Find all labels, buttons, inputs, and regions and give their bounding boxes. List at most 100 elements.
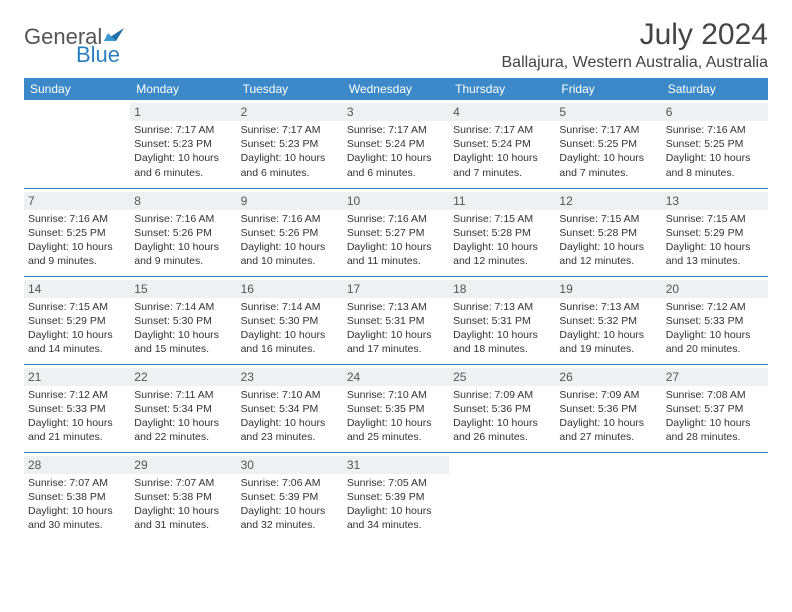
calendar-cell: 23 Sunrise: 7:10 AMSunset: 5:34 PMDayligh… [237,364,343,452]
calendar-body: 1 Sunrise: 7:17 AMSunset: 5:23 PMDaylight… [24,100,768,540]
calendar-cell: 15 Sunrise: 7:14 AMSunset: 5:30 PMDayligh… [130,276,236,364]
day-data: Sunrise: 7:17 AMSunset: 5:24 PMDaylight:… [347,123,445,180]
calendar-cell: 8Sunrise: 7:16 AMSunset: 5:26 PMDaylight… [130,188,236,276]
calendar-cell [449,452,555,540]
calendar-table: Sunday Monday Tuesday Wednesday Thursday… [24,78,768,540]
day-data: Sunrise: 7:09 AMSunset: 5:36 PMDaylight:… [453,388,551,445]
month-title: July 2024 [502,18,769,52]
day-data: Sunrise: 7:17 AMSunset: 5:25 PMDaylight:… [559,123,657,180]
brand-logo: General Blue [24,18,128,50]
day-data: Sunrise: 7:15 AMSunset: 5:29 PMDaylight:… [28,300,126,357]
day-number: 3 [343,103,449,121]
day-number: 7 [24,192,130,210]
day-number: 12 [555,192,661,210]
day-data: Sunrise: 7:07 AMSunset: 5:38 PMDaylight:… [28,476,126,533]
calendar-cell: 3 Sunrise: 7:17 AMSunset: 5:24 PMDaylight… [343,100,449,188]
calendar-cell: 11Sunrise: 7:15 AMSunset: 5:28 PMDayligh… [449,188,555,276]
day-number: 25 [449,368,555,386]
day-number: 20 [662,280,768,298]
day-data: Sunrise: 7:16 AMSunset: 5:27 PMDaylight:… [347,212,445,269]
calendar-cell: 10 Sunrise: 7:16 AMSunset: 5:27 PMDayligh… [343,188,449,276]
calendar-cell: 26 Sunrise: 7:09 AMSunset: 5:36 PMDayligh… [555,364,661,452]
calendar-cell: 31 Sunrise: 7:05 AMSunset: 5:39 PMDayligh… [343,452,449,540]
day-data: Sunrise: 7:12 AMSunset: 5:33 PMDaylight:… [28,388,126,445]
weekday-header: Tuesday [237,78,343,100]
weekday-header: Sunday [24,78,130,100]
day-number: 24 [343,368,449,386]
calendar-cell: 14Sunrise: 7:15 AMSunset: 5:29 PMDayligh… [24,276,130,364]
day-data: Sunrise: 7:14 AMSunset: 5:30 PMDaylight:… [241,300,339,357]
day-data: Sunrise: 7:14 AMSunset: 5:30 PMDaylight:… [134,300,232,357]
calendar-cell: 25 Sunrise: 7:09 AMSunset: 5:36 PMDayligh… [449,364,555,452]
calendar-cell: 7 Sunrise: 7:16 AMSunset: 5:25 PMDaylight… [24,188,130,276]
day-data: Sunrise: 7:13 AMSunset: 5:31 PMDaylight:… [453,300,551,357]
calendar-cell: 6Sunrise: 7:16 AMSunset: 5:25 PMDaylight… [662,100,768,188]
location: Ballajura, Western Australia, Australia [502,54,769,72]
calendar-cell: 20Sunrise: 7:12 AMSunset: 5:33 PMDayligh… [662,276,768,364]
day-data: Sunrise: 7:10 AMSunset: 5:35 PMDaylight:… [347,388,445,445]
day-number: 2 [237,103,343,121]
day-number: 1 [130,103,236,121]
day-number: 28 [24,456,130,474]
calendar-cell: 28 Sunrise: 7:07 AMSunset: 5:38 PMDayligh… [24,452,130,540]
day-number: 11 [449,192,555,210]
day-number: 26 [555,368,661,386]
day-number: 4 [449,103,555,121]
weekday-header-row: Sunday Monday Tuesday Wednesday Thursday… [24,78,768,100]
day-data: Sunrise: 7:16 AMSunset: 5:25 PMDaylight:… [666,123,764,180]
calendar-cell: 19 Sunrise: 7:13 AMSunset: 5:32 PMDayligh… [555,276,661,364]
calendar-row: 28Sunrise: 7:07 AMSunset: 5:38 PMDayligh… [24,452,768,540]
day-data: Sunrise: 7:09 AMSunset: 5:36 PMDaylight:… [559,388,657,445]
calendar-cell: 24 Sunrise: 7:10 AMSunset: 5:35 PMDayligh… [343,364,449,452]
day-data: Sunrise: 7:17 AMSunset: 5:24 PMDaylight:… [453,123,551,180]
day-data: Sunrise: 7:10 AMSunset: 5:34 PMDaylight:… [241,388,339,445]
calendar-row: 14Sunrise: 7:15 AMSunset: 5:29 PMDayligh… [24,276,768,364]
day-data: Sunrise: 7:05 AMSunset: 5:39 PMDaylight:… [347,476,445,533]
day-number: 16 [237,280,343,298]
header: General Blue July 2024 Ballajura, Wester… [24,18,768,72]
weekday-header: Friday [555,78,661,100]
day-number: 29 [130,456,236,474]
calendar-cell: 16 Sunrise: 7:14 AMSunset: 5:30 PMDayligh… [237,276,343,364]
day-number: 23 [237,368,343,386]
calendar-row: 7 Sunrise: 7:16 AMSunset: 5:25 PMDaylight… [24,188,768,276]
calendar-cell: 21 Sunrise: 7:12 AMSunset: 5:33 PMDayligh… [24,364,130,452]
day-number: 5 [555,103,661,121]
day-number: 27 [662,368,768,386]
day-data: Sunrise: 7:16 AMSunset: 5:25 PMDaylight:… [28,212,126,269]
calendar-cell [555,452,661,540]
day-data: Sunrise: 7:11 AMSunset: 5:34 PMDaylight:… [134,388,232,445]
calendar-cell: 17 Sunrise: 7:13 AMSunset: 5:31 PMDayligh… [343,276,449,364]
day-data: Sunrise: 7:15 AMSunset: 5:29 PMDaylight:… [666,212,764,269]
day-data: Sunrise: 7:15 AMSunset: 5:28 PMDaylight:… [559,212,657,269]
calendar-cell: 9Sunrise: 7:16 AMSunset: 5:26 PMDaylight… [237,188,343,276]
brand-name-2: Blue [76,42,120,68]
day-number: 9 [237,192,343,210]
day-data: Sunrise: 7:08 AMSunset: 5:37 PMDaylight:… [666,388,764,445]
day-number: 10 [343,192,449,210]
calendar-cell: 30Sunrise: 7:06 AMSunset: 5:39 PMDayligh… [237,452,343,540]
day-data: Sunrise: 7:13 AMSunset: 5:32 PMDaylight:… [559,300,657,357]
day-number: 18 [449,280,555,298]
calendar-cell: 5 Sunrise: 7:17 AMSunset: 5:25 PMDaylight… [555,100,661,188]
day-number: 30 [237,456,343,474]
day-data: Sunrise: 7:17 AMSunset: 5:23 PMDaylight:… [134,123,232,180]
calendar-cell: 22 Sunrise: 7:11 AMSunset: 5:34 PMDayligh… [130,364,236,452]
day-data: Sunrise: 7:16 AMSunset: 5:26 PMDaylight:… [134,212,232,269]
calendar-row: 21 Sunrise: 7:12 AMSunset: 5:33 PMDayligh… [24,364,768,452]
calendar-cell: 29 Sunrise: 7:07 AMSunset: 5:38 PMDayligh… [130,452,236,540]
day-number: 15 [130,280,236,298]
weekday-header: Monday [130,78,236,100]
day-number: 19 [555,280,661,298]
day-number: 22 [130,368,236,386]
day-data: Sunrise: 7:13 AMSunset: 5:31 PMDaylight:… [347,300,445,357]
calendar-cell: 4 Sunrise: 7:17 AMSunset: 5:24 PMDaylight… [449,100,555,188]
weekday-header: Wednesday [343,78,449,100]
day-number: 21 [24,368,130,386]
day-data: Sunrise: 7:17 AMSunset: 5:23 PMDaylight:… [241,123,339,180]
day-number: 31 [343,456,449,474]
day-data: Sunrise: 7:07 AMSunset: 5:38 PMDaylight:… [134,476,232,533]
calendar-cell: 13Sunrise: 7:15 AMSunset: 5:29 PMDayligh… [662,188,768,276]
day-number: 17 [343,280,449,298]
calendar-cell: 2 Sunrise: 7:17 AMSunset: 5:23 PMDaylight… [237,100,343,188]
